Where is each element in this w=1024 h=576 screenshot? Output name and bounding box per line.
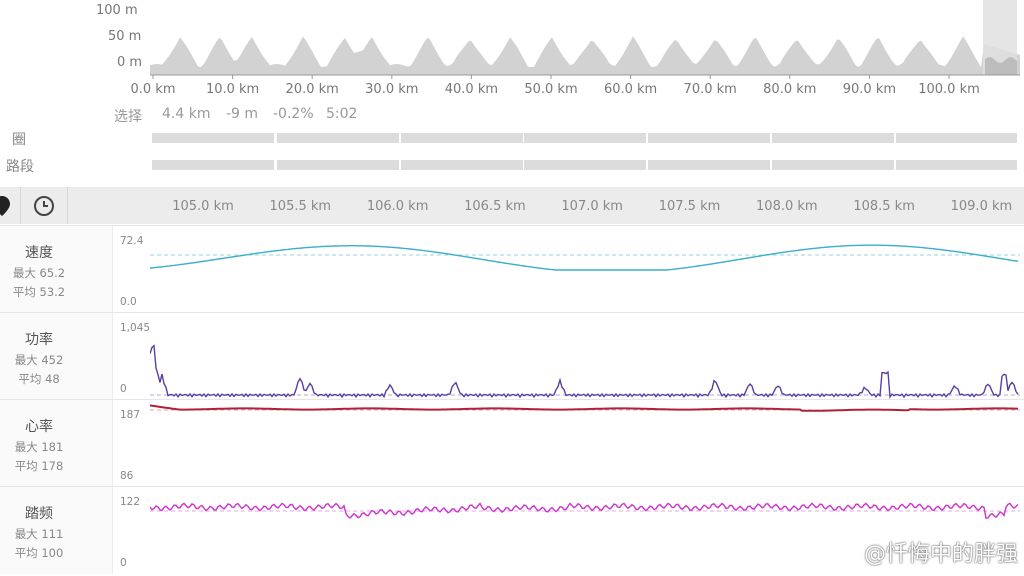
panel-avg: 平均 48: [18, 372, 60, 386]
detail-axis-label: 107.0 km: [561, 199, 623, 214]
panel-max: 最大 65.2: [12, 266, 66, 280]
overview-x-label: 30.0 km: [365, 82, 419, 97]
panel-label: 功率最大 452 平均 48: [0, 313, 113, 400]
selection-summary: 选择 4.4 km -9 m -0.2% 5:02: [0, 104, 1024, 128]
elevation-overview[interactable]: 100 m 50 m 0 m 0.0 km 10.0 km 20.0 km 30.0 …: [0, 0, 1024, 108]
series-line-heart-rate: [150, 404, 1019, 412]
y-label-100m: 100 m: [96, 3, 138, 18]
panel-max: 最大 181: [14, 440, 64, 454]
panel-avg: 平均 178: [14, 459, 64, 473]
detail-axis-label: 106.5 km: [464, 199, 526, 214]
panel-plot-power[interactable]: [150, 313, 1020, 400]
overview-x-label: 0.0 km: [130, 82, 176, 97]
panel-ymin: 0: [120, 557, 127, 569]
overview-x-label: 60.0 km: [603, 82, 658, 97]
lap-bar[interactable]: [524, 133, 646, 143]
lap-bar[interactable]: [772, 133, 894, 143]
panel-avg: 平均 53.2: [12, 285, 66, 299]
panel-plot-heart-rate[interactable]: [150, 400, 1020, 487]
panel-label: 踏频最大 111 平均 100: [0, 487, 113, 574]
overview-x-label: 50.0 km: [524, 82, 578, 97]
panel-ymax: 72.4: [120, 235, 144, 247]
panel-max: 最大 452: [14, 353, 64, 367]
panel-ymax: 1,045: [120, 322, 151, 334]
overview-x-label: 40.0 km: [444, 82, 499, 97]
selection-label: 选择: [114, 109, 142, 125]
map-pin-icon: [0, 195, 10, 216]
segment-bar[interactable]: [524, 160, 646, 170]
segment-bar[interactable]: [896, 160, 1017, 170]
lap-bar[interactable]: [277, 133, 399, 143]
y-label-0m: 0 m: [117, 55, 143, 70]
panel-max: 最大 111: [14, 527, 64, 541]
panel-ymin: 86: [120, 470, 134, 482]
detail-axis-label: 108.5 km: [853, 199, 915, 214]
series-line-power: [150, 344, 1019, 399]
lap-bar[interactable]: [896, 133, 1017, 143]
panel-cadence[interactable]: 踏频最大 111 平均 100 122 0: [0, 486, 1024, 574]
panel-ymin: 0: [120, 383, 127, 395]
map-view-button[interactable]: [0, 187, 24, 224]
panel-heart-rate[interactable]: 心率最大 181 平均 178 187 86: [0, 399, 1024, 487]
panel-ymax: 122: [120, 496, 141, 508]
panel-title: 速度: [25, 245, 53, 261]
panel-plot-cadence[interactable]: [150, 487, 1020, 574]
panel-ymax: 187: [120, 409, 141, 421]
panel-title: 功率: [25, 332, 53, 348]
segment-bar[interactable]: [401, 160, 523, 170]
panel-ymin: 0.0: [120, 296, 137, 308]
detail-axis-label: 107.5 km: [658, 199, 721, 214]
panel-label: 心率最大 181 平均 178: [0, 400, 113, 487]
laps-label: 圈: [12, 132, 26, 148]
segment-bar[interactable]: [648, 160, 770, 170]
panel-label: 速度最大 65.2 平均 53.2: [0, 226, 113, 313]
segment-bar[interactable]: [277, 160, 399, 170]
selection-grade: -0.2%: [273, 106, 314, 122]
detail-axis-label: 109.0 km: [950, 199, 1013, 214]
overview-x-label: 80.0 km: [763, 82, 817, 97]
overview-x-label: 90.0 km: [842, 82, 897, 97]
overview-x-label: 10.0 km: [205, 82, 260, 97]
overview-x-label: 70.0 km: [683, 82, 737, 97]
panel-title: 踏频: [25, 506, 53, 522]
lap-bar[interactable]: [648, 133, 770, 143]
overview-x-label: 20.0 km: [285, 82, 339, 97]
detail-axis-label: 105.0 km: [172, 199, 234, 214]
y-label-50m: 50 m: [108, 29, 142, 44]
series-line-cadence: [150, 502, 1019, 519]
detail-toolbar: 105.0 km 105.5 km 106.0 km 106.5 km 107.0 km…: [0, 187, 1024, 224]
segments-label: 路段: [6, 159, 34, 175]
overview-x-label: 100.0 km: [918, 82, 980, 97]
panel-title: 心率: [25, 419, 53, 435]
panel-speed[interactable]: 速度最大 65.2 平均 53.2 72.4 0.0: [0, 225, 1024, 313]
clock-icon: [34, 195, 54, 216]
selection-time: 5:02: [326, 106, 358, 122]
detail-axis-label: 105.5 km: [269, 199, 332, 214]
selection-elevation: -9 m: [226, 106, 259, 122]
elevation-profile: [150, 0, 1020, 79]
time-view-button[interactable]: [20, 187, 68, 224]
panel-avg: 平均 100: [14, 546, 64, 560]
panel-plot-speed[interactable]: [150, 226, 1020, 313]
watermark: @忏悔中的胖强: [863, 542, 1018, 567]
detail-axis-label: 106.0 km: [366, 199, 429, 214]
lap-bar[interactable]: [152, 133, 274, 143]
segment-bar[interactable]: [772, 160, 894, 170]
panel-power[interactable]: 功率最大 452 平均 48 1,045 0: [0, 312, 1024, 400]
lap-bar[interactable]: [401, 133, 523, 143]
detail-axis-label: 108.0 km: [756, 199, 818, 214]
series-line-speed: [150, 244, 1019, 271]
selection-distance: 4.4 km: [162, 106, 211, 122]
segment-bar[interactable]: [152, 160, 274, 170]
